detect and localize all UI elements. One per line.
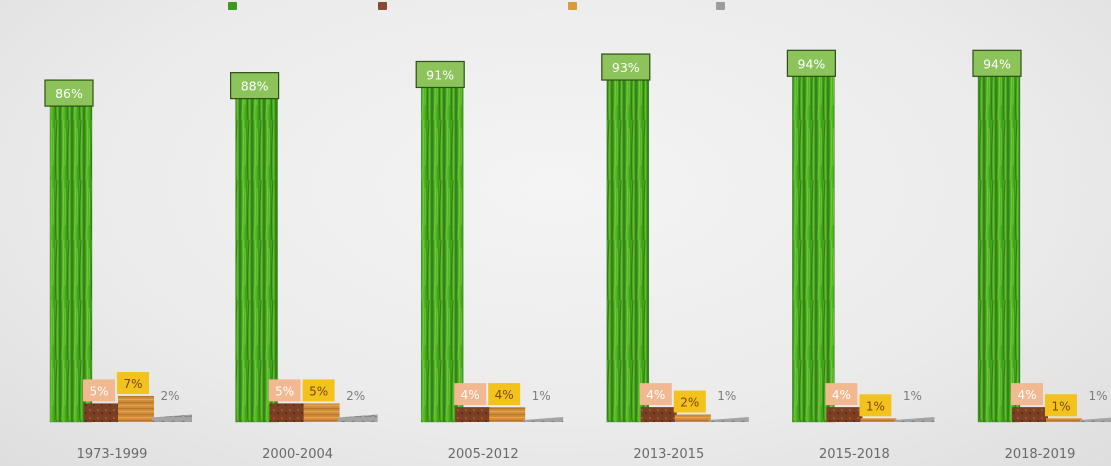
bar-wood bbox=[303, 403, 340, 422]
data-label-soil: 4% bbox=[1017, 388, 1036, 402]
data-label-box-grass bbox=[415, 60, 465, 89]
data-label-wood: 4% bbox=[495, 388, 514, 402]
data-label-wood: 5% bbox=[309, 384, 328, 398]
data-label-soil: 5% bbox=[89, 384, 108, 398]
data-label-box-soil bbox=[1011, 383, 1043, 406]
legend bbox=[228, 2, 725, 10]
bar-soil bbox=[826, 407, 863, 422]
data-label-box-wood bbox=[673, 390, 706, 413]
legend-swatch-wood bbox=[568, 2, 577, 10]
bars bbox=[49, 72, 1111, 423]
x-axis-ticks: 1973-1999 2000-2004 2005-2012 2013-2015 2015… bbox=[77, 447, 1076, 462]
data-label-box-soil bbox=[825, 383, 858, 406]
data-label-wood: 7% bbox=[123, 377, 142, 391]
data-label-soil: 5% bbox=[275, 384, 294, 398]
bar-grass bbox=[235, 94, 278, 422]
bar-soil bbox=[1012, 407, 1048, 422]
data-label-grass: 93% bbox=[612, 60, 640, 75]
data-label-grass: 88% bbox=[241, 79, 269, 94]
data-label-box-wood bbox=[1045, 394, 1077, 417]
legend-swatch-grass bbox=[228, 2, 237, 10]
x-tick-label: 2005-2012 bbox=[448, 447, 519, 462]
data-label-soil: 4% bbox=[832, 388, 851, 402]
data-label-stone: 2% bbox=[160, 389, 179, 403]
data-label-box-soil bbox=[83, 379, 115, 402]
data-label-box-grass bbox=[972, 49, 1022, 77]
x-tick-label: 2015-2018 bbox=[819, 447, 890, 462]
data-label-box-wood bbox=[302, 379, 335, 402]
data-label-box-wood bbox=[859, 394, 892, 417]
bar-grass bbox=[606, 76, 649, 422]
data-label-grass: 94% bbox=[798, 56, 826, 71]
bar-soil bbox=[84, 403, 120, 422]
data-label-stone: 1% bbox=[532, 389, 551, 403]
data-label-grass: 91% bbox=[426, 67, 454, 82]
data-label-box-soil bbox=[639, 383, 672, 406]
data-label-box-grass bbox=[230, 72, 280, 100]
data-label-soil: 4% bbox=[461, 388, 480, 402]
data-label-wood: 1% bbox=[866, 399, 885, 413]
bar-grass bbox=[50, 102, 92, 422]
data-label-stone: 2% bbox=[346, 389, 365, 403]
data-label-stone: 1% bbox=[1088, 389, 1107, 403]
data-labels: 86% 5% 7% 2% 88% 5% 5% 2% 91% 4% 4% 1% 93% 4% 2% 1% 94% 4… bbox=[44, 49, 1108, 417]
bar-stone bbox=[1080, 417, 1111, 422]
x-tick-label: 2000-2004 bbox=[262, 447, 333, 462]
legend-swatch-soil bbox=[378, 2, 387, 10]
data-label-grass: 86% bbox=[55, 86, 83, 101]
bar-wood bbox=[674, 414, 711, 422]
bar-stone bbox=[894, 417, 935, 422]
data-label-wood: 2% bbox=[680, 396, 699, 410]
data-label-box-wood bbox=[117, 371, 149, 394]
bar-stone bbox=[708, 417, 749, 422]
bar-grass bbox=[421, 83, 464, 422]
data-label-stone: 1% bbox=[717, 389, 736, 403]
bar-stone bbox=[337, 414, 378, 422]
data-label-wood: 1% bbox=[1051, 399, 1070, 413]
bar-wood bbox=[118, 395, 154, 422]
data-label-grass: 94% bbox=[983, 56, 1011, 71]
data-label-box-grass bbox=[44, 79, 94, 107]
x-tick-label: 1973-1999 bbox=[77, 447, 148, 462]
bar-soil bbox=[455, 407, 492, 422]
data-label-box-soil bbox=[268, 379, 301, 402]
bar-stone bbox=[152, 414, 192, 422]
x-tick-label: 2018-2019 bbox=[1005, 447, 1076, 462]
data-label-box-grass bbox=[786, 49, 837, 77]
bar-wood bbox=[860, 418, 897, 422]
bar-soil bbox=[640, 407, 677, 422]
bar-wood bbox=[489, 407, 526, 422]
data-label-stone: 1% bbox=[903, 389, 922, 403]
data-label-soil: 4% bbox=[646, 388, 665, 402]
bar-grass bbox=[792, 72, 835, 422]
bar-wood bbox=[1046, 418, 1082, 422]
data-label-box-wood bbox=[488, 383, 521, 406]
legend-swatch-stone bbox=[716, 2, 725, 10]
data-label-box-grass bbox=[601, 53, 651, 81]
bar-grass bbox=[978, 72, 1020, 422]
bar-stone bbox=[523, 417, 564, 422]
bar-soil bbox=[269, 403, 306, 422]
x-tick-label: 2013-2015 bbox=[633, 447, 704, 462]
data-label-box-soil bbox=[454, 383, 487, 406]
